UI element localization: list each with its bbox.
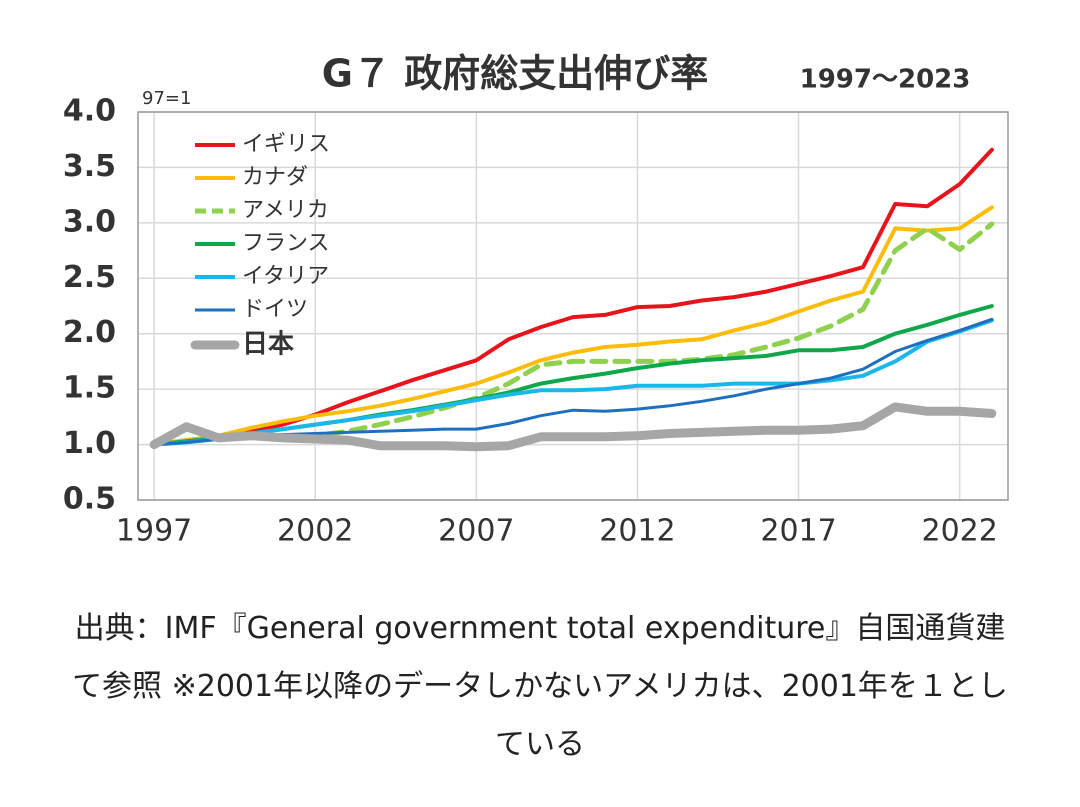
chart-title: G７ 政府総支出伸び率 xyxy=(322,52,708,96)
legend-label: ドイツ xyxy=(242,297,308,322)
legend-label: イギリス xyxy=(242,132,330,157)
data-line xyxy=(152,205,994,447)
y-tick-label: 0.5 xyxy=(63,482,116,517)
data-line xyxy=(149,402,997,452)
legend-label: カナダ xyxy=(242,165,308,190)
y-tick-label: 2.5 xyxy=(63,260,116,295)
legend-label: フランス xyxy=(242,231,330,256)
caption: 出典：IMF『General government total expendit… xyxy=(72,611,1008,762)
data-line xyxy=(280,221,995,442)
x-tick-label: 2007 xyxy=(438,514,514,549)
x-tick-label: 2002 xyxy=(277,514,353,549)
legend-label: 日本 xyxy=(242,330,294,360)
y-tick-label: 1.0 xyxy=(63,426,116,461)
chart-subtitle: 1997～2023 xyxy=(800,65,971,95)
x-tick-label: 2022 xyxy=(921,514,997,549)
y-unit-note: 97=1 xyxy=(142,88,191,109)
y-tick-label: 4.0 xyxy=(63,94,116,129)
y-tick-label: 3.0 xyxy=(63,204,116,239)
x-tick-label: 2017 xyxy=(760,514,836,549)
x-tick-label: 2012 xyxy=(599,514,675,549)
plot-frame xyxy=(137,111,1009,501)
legend-label: アメリカ xyxy=(242,198,329,223)
x-tick-label: 1997 xyxy=(116,514,192,549)
y-tick-label: 2.0 xyxy=(63,315,116,350)
chart: G７ 政府総支出伸び率 1997～2023 97=1 0.5 1.0 1.5 2.0 2… xyxy=(63,52,1009,549)
y-tick-label: 1.5 xyxy=(63,371,116,406)
y-tick-label: 3.5 xyxy=(63,149,116,184)
legend-label: イタリア xyxy=(242,264,329,289)
data-line xyxy=(152,318,994,447)
